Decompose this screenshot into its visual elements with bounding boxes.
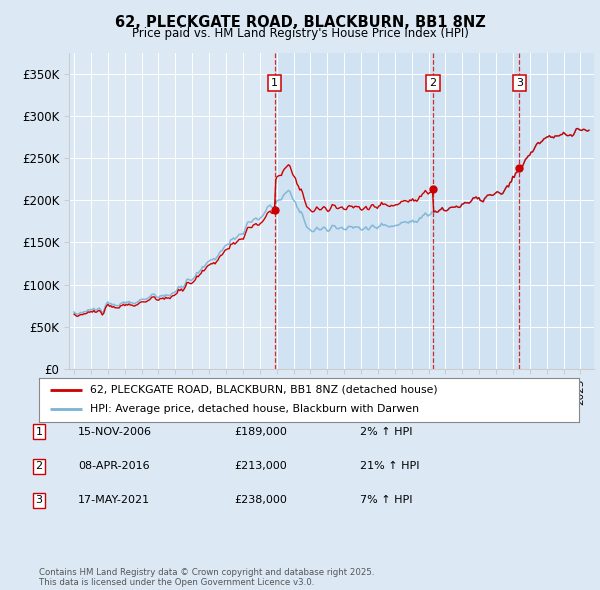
Text: 62, PLECKGATE ROAD, BLACKBURN, BB1 8NZ (detached house): 62, PLECKGATE ROAD, BLACKBURN, BB1 8NZ (…: [90, 385, 438, 395]
Text: 15-NOV-2006: 15-NOV-2006: [78, 427, 152, 437]
Text: 17-MAY-2021: 17-MAY-2021: [78, 496, 150, 505]
Text: 3: 3: [35, 496, 43, 505]
Bar: [275, 53, 598, 369]
Text: 1: 1: [271, 78, 278, 88]
Text: 62, PLECKGATE ROAD, BLACKBURN, BB1 8NZ: 62, PLECKGATE ROAD, BLACKBURN, BB1 8NZ: [115, 15, 485, 30]
Text: 1: 1: [35, 427, 43, 437]
Text: £213,000: £213,000: [234, 461, 287, 471]
Text: 2% ↑ HPI: 2% ↑ HPI: [360, 427, 413, 437]
Text: 08-APR-2016: 08-APR-2016: [78, 461, 149, 471]
Text: 2: 2: [430, 78, 437, 88]
Text: Price paid vs. HM Land Registry's House Price Index (HPI): Price paid vs. HM Land Registry's House …: [131, 27, 469, 40]
Text: 3: 3: [516, 78, 523, 88]
Text: 2: 2: [35, 461, 43, 471]
Text: 7% ↑ HPI: 7% ↑ HPI: [360, 496, 413, 505]
Text: 21% ↑ HPI: 21% ↑ HPI: [360, 461, 419, 471]
Text: HPI: Average price, detached house, Blackburn with Darwen: HPI: Average price, detached house, Blac…: [90, 405, 419, 414]
Text: £189,000: £189,000: [234, 427, 287, 437]
Text: Contains HM Land Registry data © Crown copyright and database right 2025.
This d: Contains HM Land Registry data © Crown c…: [39, 568, 374, 587]
Text: £238,000: £238,000: [234, 496, 287, 505]
